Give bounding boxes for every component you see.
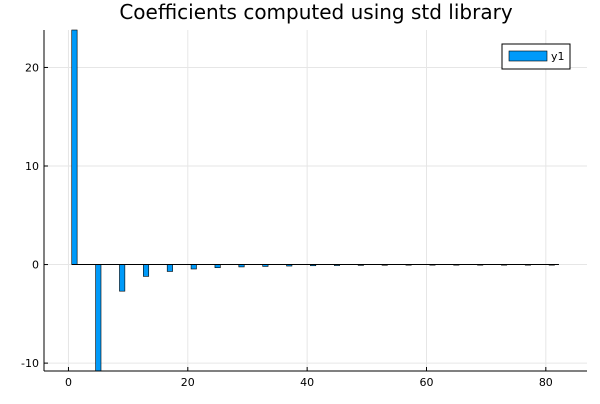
legend-label: y1: [551, 50, 565, 63]
axes: 0 20 40 60 80 -10 0 10 20: [21, 30, 587, 389]
x-tick-label: 20: [181, 376, 195, 389]
y-tick-label: -10: [21, 357, 39, 370]
x-tick-label: 60: [419, 376, 433, 389]
x-tick-label: 40: [300, 376, 314, 389]
legend-swatch: [508, 50, 548, 62]
bar: [143, 264, 150, 277]
bar: [95, 264, 102, 372]
y-tick-label: 20: [25, 61, 39, 74]
x-tick-label: 80: [539, 376, 553, 389]
bar: [119, 264, 126, 292]
bar: [71, 29, 78, 265]
chart-title: Coefficients computed using std library: [119, 0, 512, 24]
bar: [190, 264, 197, 270]
y-tick-label: 10: [25, 160, 39, 173]
grid-lines: [44, 30, 587, 371]
y-tick-label: 0: [32, 259, 39, 272]
legend: y1: [501, 43, 571, 70]
bars: [71, 29, 555, 372]
bar: [166, 264, 173, 272]
x-tick-label: 0: [65, 376, 72, 389]
